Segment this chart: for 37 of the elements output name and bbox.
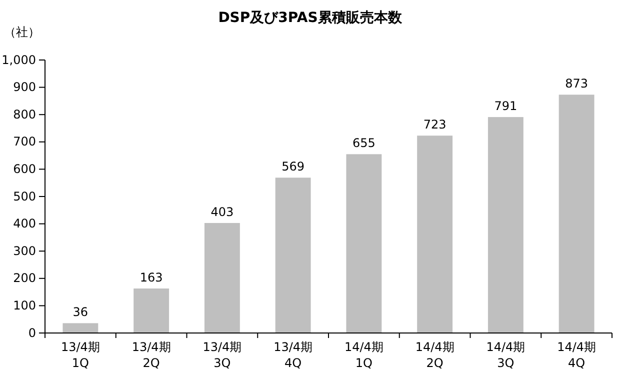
x-tick-label: 13/4期 1Q [60, 340, 100, 370]
y-tick-label: 500 [13, 189, 36, 204]
y-axis-title: （社） [4, 25, 40, 39]
x-tick-label: 14/4期 3Q [486, 340, 526, 370]
y-tick-label: 200 [13, 271, 36, 286]
bar [275, 178, 311, 333]
x-tick-label: 13/4期 2Q [132, 340, 171, 370]
data-label: 569 [282, 160, 305, 174]
data-label: 873 [565, 76, 588, 91]
y-tick-label: 700 [13, 134, 36, 149]
bar [488, 117, 524, 333]
y-tick-label: 100 [13, 298, 36, 313]
y-tick-label: 1,000 [2, 52, 36, 67]
y-tick-label: 0 [28, 326, 36, 340]
y-tick-label: 300 [13, 244, 36, 258]
data-label: 403 [210, 204, 234, 219]
bar [558, 94, 594, 333]
x-tick-label: 13/4期 4Q [274, 340, 313, 370]
x-tick-label: 14/4期 2Q [415, 340, 454, 370]
data-label: 655 [352, 136, 376, 150]
x-tick-label: 14/4期 1Q [344, 340, 384, 370]
y-tick-label: 600 [13, 162, 36, 176]
bar [204, 222, 240, 333]
bar [346, 154, 382, 333]
bar [417, 136, 453, 333]
bar [134, 288, 170, 333]
data-label: 163 [140, 270, 163, 284]
data-label: 723 [423, 118, 446, 132]
x-tick-label: 14/4期 4Q [557, 340, 596, 370]
x-tick-label: 13/4期 3Q [202, 340, 242, 370]
y-tick-label: 800 [13, 107, 36, 122]
y-tick-label: 400 [13, 216, 36, 231]
data-label: 36 [72, 305, 88, 320]
chart-title: DSP及び3PAS累積販売本数 [218, 10, 403, 26]
data-label: 791 [494, 99, 518, 114]
y-tick-label: 900 [13, 80, 36, 94]
bar [62, 323, 98, 333]
